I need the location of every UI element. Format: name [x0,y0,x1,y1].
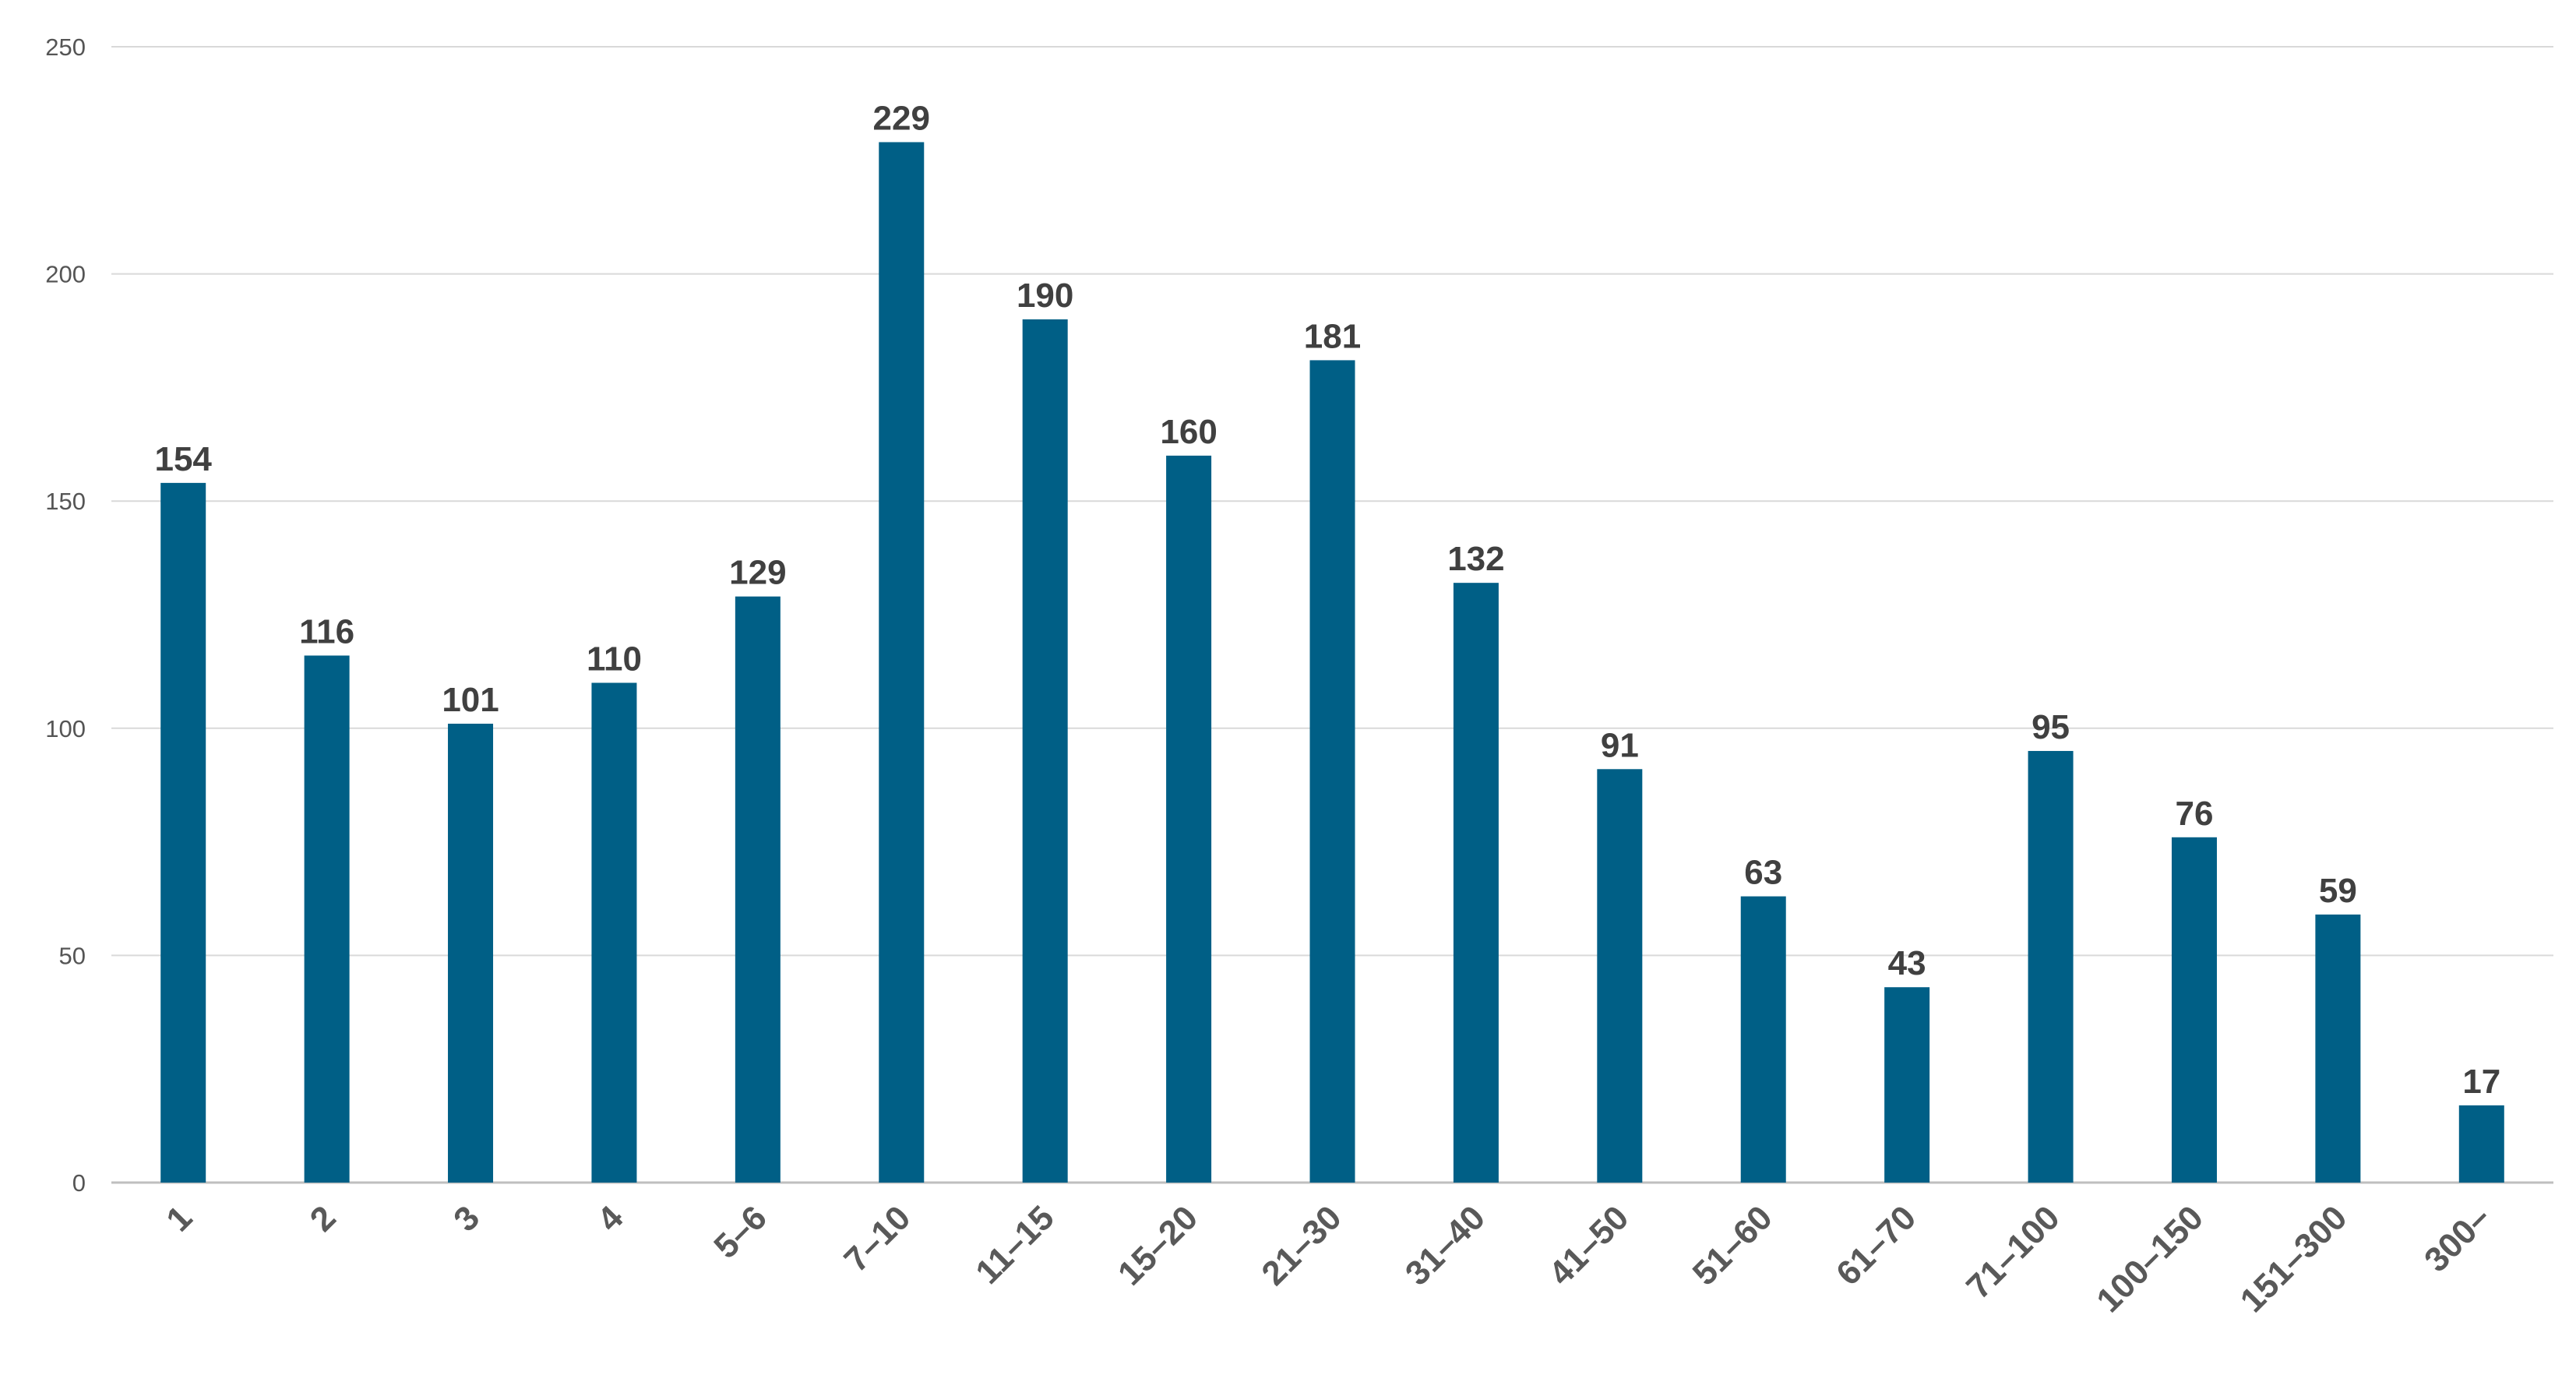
bar [1453,583,1499,1183]
data-label: 91 [1601,726,1639,764]
data-label: 160 [1160,413,1217,451]
x-tick-label: 7–10 [837,1198,918,1279]
data-label: 181 [1304,317,1361,355]
data-label: 76 [2175,795,2213,833]
data-label: 63 [1744,854,1782,892]
x-tick-label: 71–100 [1959,1198,2067,1306]
x-tick-label: 41–50 [1542,1198,1636,1292]
x-tick-label: 4 [590,1198,631,1239]
bar [591,682,637,1183]
data-label: 43 [1888,944,1926,982]
x-tick-label: 61–70 [1829,1198,1923,1292]
data-label: 190 [1017,277,1073,315]
x-tick-label: 300– [2417,1198,2498,1279]
data-label: 101 [442,681,499,719]
y-tick-label: 200 [45,261,86,288]
bar [2171,837,2217,1183]
x-tick-label: 21–30 [1254,1198,1348,1292]
data-label: 229 [873,99,930,137]
bar [1884,987,1930,1183]
x-tick-label: 15–20 [1111,1198,1205,1292]
x-tick-label: 51–60 [1686,1198,1780,1292]
bar [735,596,781,1183]
bar [879,142,925,1183]
data-labels: 154 116 101 110 129 229 190 160 181 132 91 63 43 95 76… [154,99,2500,1100]
bar [304,655,350,1183]
data-label: 59 [2319,872,2357,910]
bar [1309,360,1355,1183]
bar [448,723,494,1183]
y-axis-ticks: 0 50 100 150 200 250 [45,33,86,1197]
bar [1022,319,1068,1183]
x-tick-label: 151–300 [2233,1198,2355,1320]
bar [2458,1105,2504,1183]
bar [1597,769,1643,1183]
bar [160,482,206,1183]
bar [2315,914,2361,1183]
bar [2028,750,2074,1183]
data-label: 17 [2462,1063,2500,1101]
bars [160,142,2504,1183]
data-label: 116 [299,612,354,650]
data-label: 110 [587,640,642,678]
x-axis-ticks: 1 2 3 4 5–6 7–10 11–15 15–20 21–30 31–40 41–50 51–6… [159,1198,2498,1320]
y-tick-label: 0 [72,1169,86,1197]
bar [1166,455,1212,1183]
x-tick-label: 100–150 [2089,1198,2211,1320]
y-tick-label: 100 [45,715,86,742]
x-tick-label: 5–6 [707,1198,774,1266]
x-tick-label: 2 [303,1198,344,1239]
x-tick-label: 3 [446,1198,487,1239]
x-tick-label: 1 [159,1198,199,1239]
data-label: 132 [1447,540,1504,578]
bar [1740,896,1786,1183]
y-tick-label: 150 [45,488,86,515]
data-label: 154 [154,440,212,478]
data-label: 95 [2032,708,2070,746]
y-tick-label: 50 [59,942,86,969]
x-tick-label: 11–15 [968,1198,1061,1291]
x-tick-label: 31–40 [1398,1198,1492,1292]
data-label: 129 [729,554,786,592]
y-tick-label: 250 [45,33,86,61]
